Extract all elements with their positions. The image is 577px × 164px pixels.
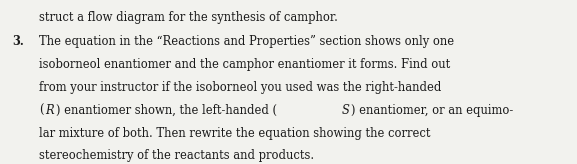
Text: struct a flow diagram for the synthesis of camphor.: struct a flow diagram for the synthesis … [39, 11, 338, 24]
Text: ) enantiomer, or an equimo-: ) enantiomer, or an equimo- [351, 104, 514, 117]
Text: 3.: 3. [13, 35, 24, 48]
Text: S: S [342, 104, 349, 117]
Text: stereochemistry of the reactants and products.: stereochemistry of the reactants and pro… [39, 149, 314, 162]
Text: isoborneol enantiomer and the camphor enantiomer it forms. Find out: isoborneol enantiomer and the camphor en… [39, 58, 451, 71]
Text: ) enantiomer shown, the left-handed (: ) enantiomer shown, the left-handed ( [56, 104, 277, 117]
Text: The equation in the “Reactions and Properties” section shows only one: The equation in the “Reactions and Prope… [39, 35, 454, 48]
Text: R: R [45, 104, 54, 117]
Text: from your instructor if the isoborneol you used was the right-handed: from your instructor if the isoborneol y… [39, 81, 441, 94]
Text: (: ( [39, 104, 44, 117]
Text: lar mixture of both. Then rewrite the equation showing the correct: lar mixture of both. Then rewrite the eq… [39, 127, 431, 140]
